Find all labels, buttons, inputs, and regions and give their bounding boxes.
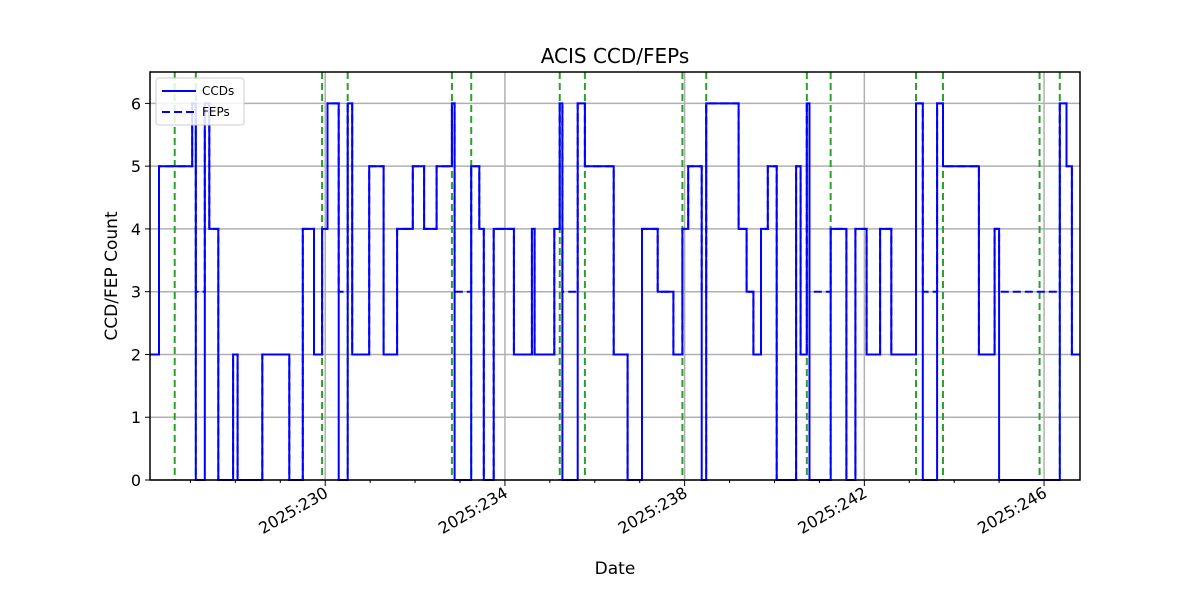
plot-frame bbox=[149, 71, 1081, 481]
series-ccds-line bbox=[150, 102, 1080, 481]
y-tick-label: 0 bbox=[131, 471, 141, 490]
y-axis-label: CCD/FEP Count bbox=[102, 211, 122, 341]
legend-label-feps: FEPs bbox=[202, 105, 230, 119]
y-tick-label: 6 bbox=[131, 94, 141, 113]
legend-box bbox=[155, 77, 245, 126]
y-tick-label: 1 bbox=[131, 408, 141, 427]
chart-title: ACIS CCD/FEPs bbox=[541, 44, 690, 68]
y-tick-label: 3 bbox=[131, 283, 141, 302]
y-tick-label: 5 bbox=[131, 157, 141, 176]
legend: CCDs FEPs bbox=[155, 77, 245, 126]
x-axis-label: Date bbox=[595, 559, 636, 579]
y-tick-label: 2 bbox=[131, 345, 141, 364]
legend-label-ccds: CCDs bbox=[202, 84, 234, 98]
y-tick-label: 4 bbox=[131, 220, 141, 239]
